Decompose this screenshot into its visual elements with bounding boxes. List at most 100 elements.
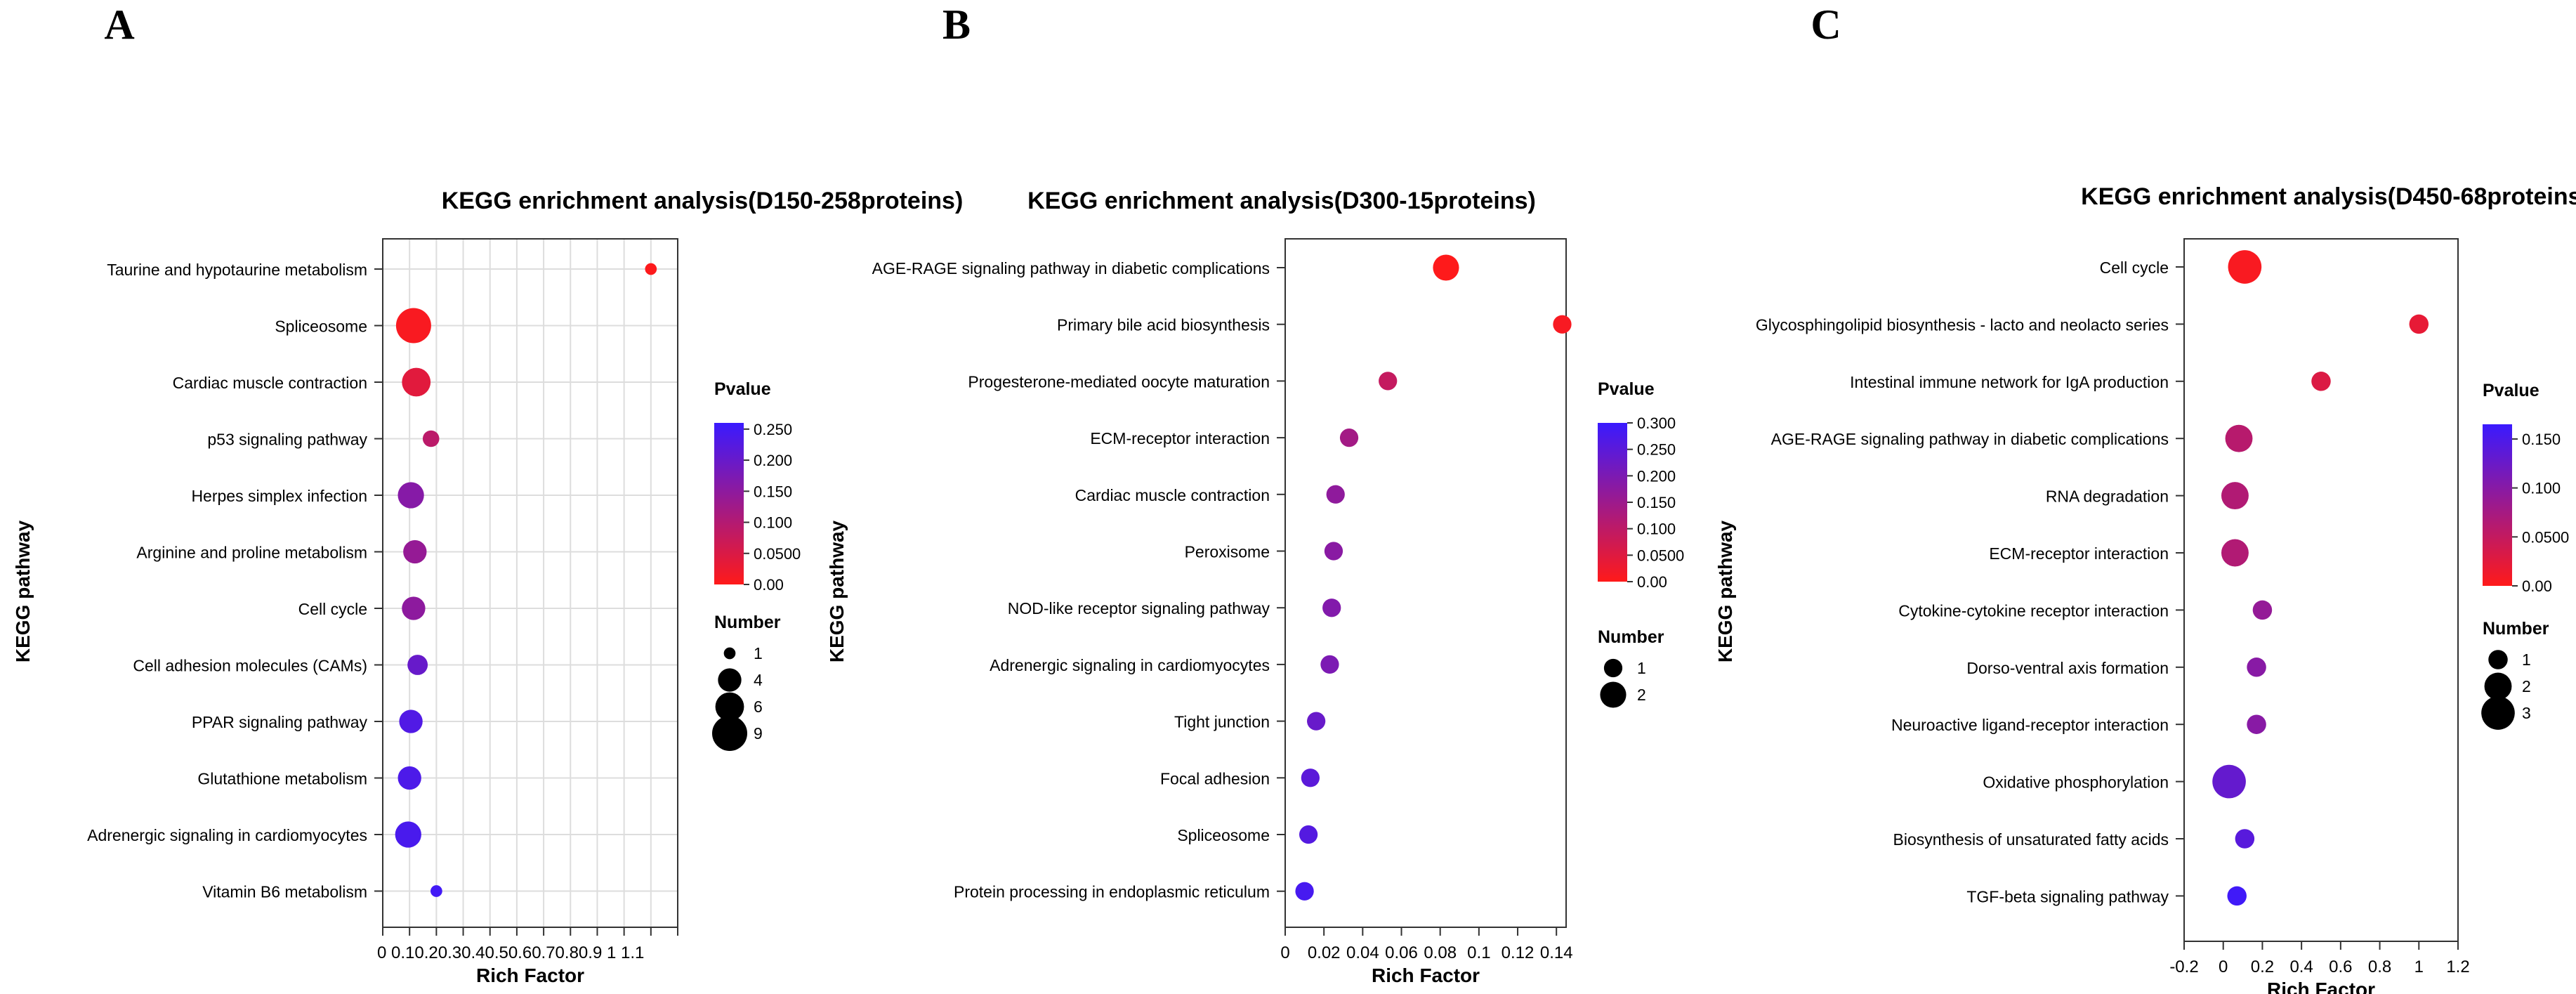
size-legend-label: 1 xyxy=(1637,659,1646,677)
panel-b: B KEGG enrichment analysis(D300-15protein… xyxy=(826,1,1684,986)
size-legend-marker xyxy=(718,668,742,692)
color-bar-tick-label: 0.00 xyxy=(1637,573,1667,591)
y-tick-label: Adrenergic signaling in cardiomyocytes xyxy=(990,656,1270,674)
x-tick-label: 0.4 xyxy=(2289,957,2313,976)
y-tick-label: p53 signaling pathway xyxy=(207,431,367,449)
x-axis-label: Rich Factor xyxy=(476,964,584,986)
size-legend-marker xyxy=(715,692,744,721)
size-legend-title: Number xyxy=(714,613,781,632)
x-tick-label: 0.14 xyxy=(1540,943,1573,962)
data-point xyxy=(1322,599,1341,617)
y-tick-label: Adrenergic signaling in cardiomyocytes xyxy=(87,826,367,844)
size-legend-marker xyxy=(2484,672,2512,700)
panel-c: C KEGG enrichment analysis(D450-68protein… xyxy=(1714,1,2576,994)
color-bar-tick-label: 0.0500 xyxy=(1637,547,1684,564)
data-point xyxy=(1326,485,1345,504)
x-tick-label: 0.06 xyxy=(1385,943,1418,962)
y-tick-label: Progesterone-mediated oocyte maturation xyxy=(968,372,1270,391)
data-point xyxy=(1379,372,1398,391)
data-point xyxy=(2409,314,2429,334)
data-point xyxy=(2247,714,2266,734)
chart-title: KEGG enrichment analysis(D300-15proteins… xyxy=(1027,188,1536,214)
color-legend-title: Pvalue xyxy=(2483,381,2539,400)
data-point xyxy=(395,308,431,344)
data-point xyxy=(2228,250,2262,284)
color-bar-tick-label: 0.200 xyxy=(754,452,792,469)
y-tick-label: Primary bile acid biosynthesis xyxy=(1057,316,1270,334)
y-axis-label: KEGG pathway xyxy=(826,520,848,662)
y-tick-label: TGF-beta signaling pathway xyxy=(1966,887,2169,905)
color-bar-tick-label: 0.00 xyxy=(2522,577,2552,595)
x-tick-label: 1.2 xyxy=(2446,957,2469,976)
x-tick-label: 0.8 xyxy=(2368,957,2391,976)
y-tick-label: RNA degradation xyxy=(2046,488,2169,506)
data-point xyxy=(645,263,657,275)
data-point xyxy=(1320,655,1339,674)
color-bar-tick-label: 0.0500 xyxy=(2522,528,2569,546)
size-legend-label: 1 xyxy=(2522,650,2531,669)
y-tick-label: Cell cycle xyxy=(2100,259,2169,277)
x-tick-label: 1 xyxy=(2414,957,2424,976)
size-legend-label: 3 xyxy=(2522,704,2531,722)
size-legend-title: Number xyxy=(2483,619,2549,639)
size-legend-label: 1 xyxy=(754,644,763,662)
x-axis-label: Rich Factor xyxy=(2267,979,2375,994)
y-tick-label: AGE-RAGE signaling pathway in diabetic c… xyxy=(1771,430,2169,448)
y-tick-label: PPAR signaling pathway xyxy=(192,713,368,731)
data-point xyxy=(403,539,427,564)
size-legend-label: 2 xyxy=(1637,686,1646,704)
y-tick-label: Intestinal immune network for IgA produc… xyxy=(1850,373,2169,391)
size-legend-marker xyxy=(2481,696,2515,730)
data-point xyxy=(1553,315,1572,334)
size-legend-marker xyxy=(2488,650,2508,669)
y-tick-label: Spliceosome xyxy=(275,318,367,336)
color-bar-tick-label: 0.0500 xyxy=(754,545,801,563)
color-bar xyxy=(2483,424,2512,586)
data-point xyxy=(402,596,426,620)
x-tick-label: 0.04 xyxy=(1346,943,1379,962)
size-legend-marker xyxy=(712,716,747,751)
color-bar-tick-label: 0.100 xyxy=(754,514,792,532)
y-tick-label: Neuroactive ligand-receptor interaction xyxy=(1891,716,2169,734)
y-tick-label: Arginine and proline metabolism xyxy=(136,544,367,562)
y-tick-label: Peroxisome xyxy=(1185,543,1270,561)
y-tick-label: Taurine and hypotaurine metabolism xyxy=(107,261,367,279)
color-bar-tick-label: 0.250 xyxy=(1637,441,1676,459)
data-point xyxy=(2212,764,2246,799)
size-legend-label: 6 xyxy=(754,698,763,716)
color-bar-tick-label: 0.00 xyxy=(754,576,784,594)
size-legend-marker xyxy=(723,647,736,660)
x-tick-label: 0.6 xyxy=(2329,957,2352,976)
y-tick-label: Tight junction xyxy=(1174,713,1270,731)
y-tick-label: Cardiac muscle contraction xyxy=(173,374,367,392)
color-legend-title: Pvalue xyxy=(1598,379,1655,399)
data-point xyxy=(399,709,423,733)
y-tick-label: Cell cycle xyxy=(298,600,367,618)
x-tick-label: 0.12 xyxy=(1501,943,1535,962)
y-tick-label: Dorso-ventral axis formation xyxy=(1966,659,2169,677)
chart-title: KEGG enrichment analysis(D450-68proteins… xyxy=(2081,183,2576,210)
y-tick-label: Spliceosome xyxy=(1177,826,1270,844)
data-point xyxy=(2225,424,2253,452)
size-legend-marker xyxy=(1600,681,1627,708)
data-point xyxy=(2311,372,2331,391)
data-point xyxy=(1324,542,1343,561)
color-bar-tick-label: 0.250 xyxy=(754,421,792,438)
size-legend-label: 4 xyxy=(754,671,763,689)
plot-frame xyxy=(382,238,678,928)
data-point xyxy=(402,367,431,397)
color-legend-title: Pvalue xyxy=(714,379,771,399)
size-legend-marker xyxy=(1603,658,1623,678)
data-point xyxy=(2221,482,2249,510)
plot-frame xyxy=(1284,238,1567,928)
y-tick-label: Oxidative phosphorylation xyxy=(1983,773,2169,792)
x-tick-labels: 0 0.10.20.30.40.50.60.70.80.9 1 1.1 xyxy=(377,943,644,962)
size-legend-label: 2 xyxy=(2522,677,2531,695)
x-tick-label: 0 xyxy=(2219,957,2228,976)
x-axis-label: Rich Factor xyxy=(1372,964,1480,986)
data-point xyxy=(397,482,424,509)
data-point xyxy=(1301,769,1320,787)
x-tick-label: 0 xyxy=(1280,943,1289,962)
color-bar xyxy=(714,423,744,584)
